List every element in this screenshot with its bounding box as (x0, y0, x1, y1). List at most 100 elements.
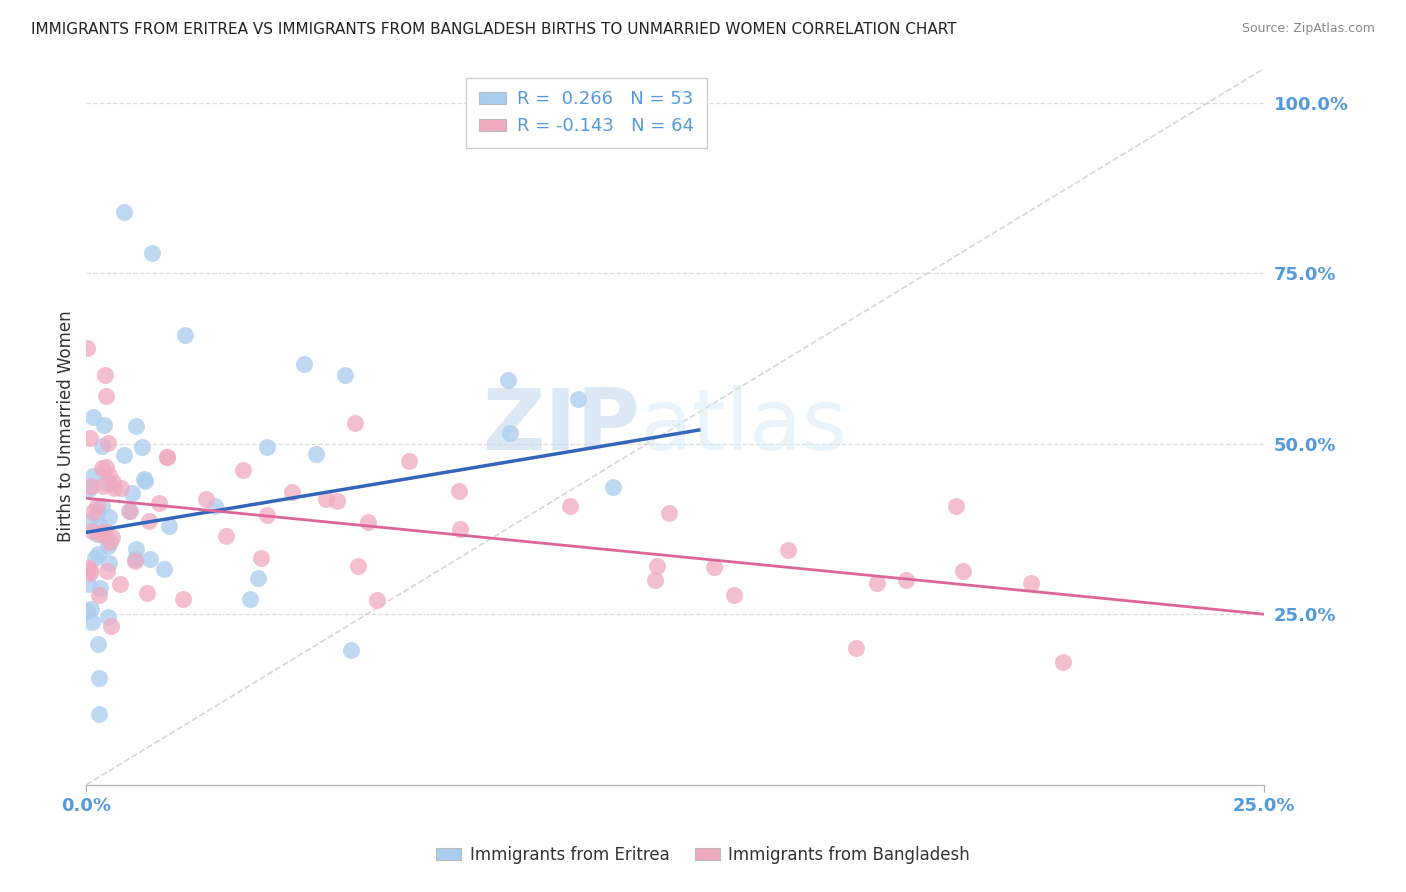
Point (449, 522, 471, 536)
Point (703, 559, 725, 574)
Point (118, 504, 141, 518)
Point (94, 529, 117, 543)
Point (335, 368, 357, 383)
Point (93, 417, 115, 432)
Point (87, 588, 110, 602)
Point (281, 485, 304, 500)
Point (82, 469, 104, 483)
Text: ZIP: ZIP (482, 385, 640, 468)
Point (194, 492, 217, 507)
Point (80, 601, 103, 615)
Point (103, 481, 125, 495)
Point (239, 591, 262, 606)
Point (658, 506, 681, 520)
Point (256, 508, 278, 522)
Point (294, 357, 316, 371)
Point (340, 642, 363, 657)
Point (1052, 655, 1074, 669)
Point (845, 641, 868, 656)
Point (356, 515, 378, 529)
Point (96, 565, 118, 579)
Point (97, 436, 120, 450)
Point (174, 327, 197, 342)
Point (79, 482, 101, 496)
Point (76, 604, 98, 618)
Point (866, 576, 889, 591)
Point (344, 416, 367, 430)
Point (98, 467, 121, 482)
Legend: R =  0.266   N = 53, R = -0.143   N = 64: R = 0.266 N = 53, R = -0.143 N = 64 (467, 78, 707, 148)
Point (93, 368, 115, 383)
Point (250, 550, 273, 565)
Point (91, 460, 114, 475)
Point (398, 454, 420, 468)
Point (498, 425, 520, 440)
Point (134, 474, 156, 488)
Point (136, 586, 159, 600)
Point (121, 486, 143, 500)
Point (232, 463, 254, 477)
Point (86, 526, 108, 541)
Point (91, 479, 114, 493)
Point (894, 574, 917, 588)
Point (89, 582, 111, 596)
Point (156, 450, 179, 464)
Point (82, 410, 104, 425)
Point (86, 500, 108, 514)
Point (80, 478, 103, 492)
Point (89, 527, 111, 541)
Point (366, 593, 388, 607)
Point (91, 499, 114, 513)
Point (84, 550, 107, 565)
Point (110, 481, 132, 495)
Point (97, 610, 120, 624)
Point (131, 440, 153, 454)
Point (567, 392, 589, 407)
Point (153, 562, 176, 576)
Point (326, 494, 349, 508)
Point (124, 551, 146, 566)
Point (97, 557, 120, 571)
Point (79, 563, 101, 577)
Point (87, 706, 110, 721)
Point (172, 592, 194, 607)
Point (1021, 576, 1043, 591)
Point (94, 524, 117, 539)
Point (157, 519, 180, 533)
Point (80, 615, 103, 629)
Point (86, 506, 108, 520)
Point (139, 551, 162, 566)
Point (125, 542, 148, 557)
Point (645, 559, 668, 574)
Point (112, 204, 135, 219)
Point (124, 554, 146, 568)
Point (87, 547, 110, 561)
Y-axis label: Births to Unmarried Women: Births to Unmarried Women (58, 310, 75, 542)
Point (97, 539, 120, 553)
Point (256, 440, 278, 454)
Point (138, 514, 160, 528)
Point (96, 459, 118, 474)
Point (79, 431, 101, 445)
Text: IMMIGRANTS FROM ERITREA VS IMMIGRANTS FROM BANGLADESH BIRTHS TO UNMARRIED WOMEN : IMMIGRANTS FROM ERITREA VS IMMIGRANTS FR… (31, 22, 956, 37)
Point (91, 439, 114, 453)
Point (101, 530, 124, 544)
Point (96, 389, 118, 403)
Text: atlas: atlas (640, 385, 848, 468)
Point (952, 564, 974, 578)
Point (125, 418, 148, 433)
Point (89, 671, 111, 685)
Point (100, 534, 122, 549)
Point (558, 500, 581, 514)
Point (723, 588, 745, 602)
Point (118, 503, 141, 517)
Point (82, 505, 104, 519)
Point (101, 475, 124, 489)
Point (110, 577, 132, 591)
Point (79, 566, 101, 580)
Point (496, 373, 519, 387)
Point (79, 561, 101, 575)
Legend: Immigrants from Eritrea, Immigrants from Bangladesh: Immigrants from Eritrea, Immigrants from… (430, 839, 976, 871)
Point (778, 542, 800, 557)
Point (132, 472, 155, 486)
